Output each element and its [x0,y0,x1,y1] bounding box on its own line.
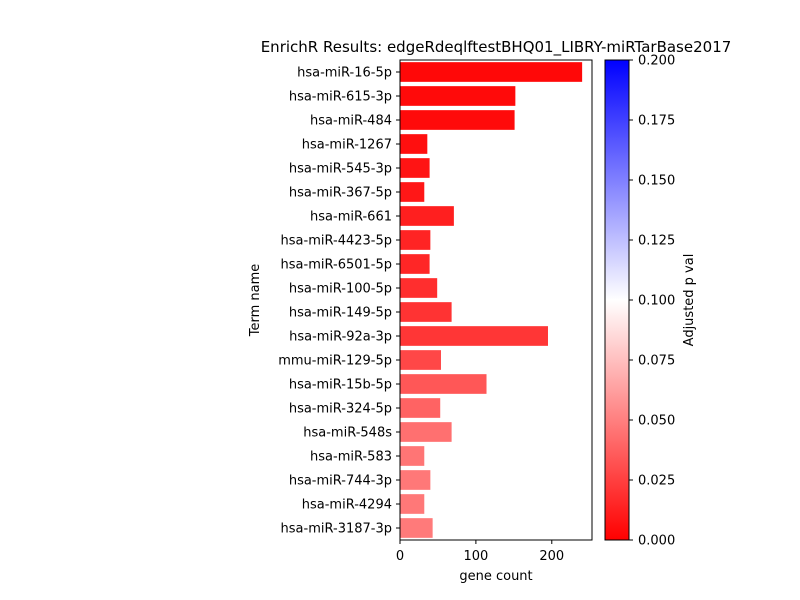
bar [400,494,425,514]
bar [400,182,425,202]
y-tick-label: hsa-miR-100-5p [289,282,392,297]
y-tick-label: mmu-miR-129-5p [278,354,392,369]
colorbar-label: Adjusted p val [682,254,697,347]
bar [400,446,425,466]
y-tick-label: hsa-miR-16-5p [297,66,392,81]
y-tick-label: hsa-miR-92a-3p [289,330,392,345]
bar [400,302,452,322]
bar [400,374,487,394]
y-tick-label: hsa-miR-1267 [302,138,392,153]
y-tick-label: hsa-miR-744-3p [289,474,392,489]
bar [400,158,430,178]
colorbar-tick-label: 0.050 [638,414,675,429]
y-tick-label: hsa-miR-548s [303,426,392,441]
bar [400,110,515,130]
y-tick-label: hsa-miR-149-5p [289,306,392,321]
colorbar-ticks: 0.000 0.025 0.050 0.075 0.100 0.125 0.150 0.175… [629,54,675,549]
colorbar-tick-label: 0.000 [638,534,675,549]
x-ticks: 0 100 200 [396,540,564,564]
bar [400,518,433,538]
plot-frame [399,59,593,541]
y-tick-label: hsa-miR-15b-5p [289,378,392,393]
colorbar-tick-label: 0.175 [638,114,675,129]
y-tick-label: hsa-miR-367-5p [289,186,392,201]
bar [400,326,548,346]
bar [400,254,430,274]
bar [400,62,583,82]
y-tick-label: hsa-miR-3187-3p [281,522,392,537]
bar [400,470,431,490]
x-tick-label: 200 [539,549,564,564]
bar [400,350,441,370]
y-tick-label: hsa-miR-615-3p [289,90,392,105]
bar [400,86,516,106]
bar [400,230,431,250]
chart-title: EnrichR Results: edgeRdeqlftestBHQ01_LIB… [261,38,732,57]
y-tick-label: hsa-miR-583 [310,450,392,465]
y-tick-label: hsa-miR-545-3p [289,162,392,177]
bar [400,134,428,154]
colorbar-tick-label: 0.200 [638,54,675,69]
y-axis-label: Term name [248,264,263,338]
x-axis-label: gene count [459,569,532,584]
y-tick-label: hsa-miR-6501-5p [281,258,392,273]
x-tick-label: 0 [396,549,404,564]
colorbar-tick-label: 0.150 [638,174,675,189]
y-tick-label: hsa-miR-324-5p [289,402,392,417]
colorbar-tick-label: 0.075 [638,354,675,369]
bar [400,278,438,298]
bar [400,206,454,226]
y-tick-label: hsa-miR-484 [310,114,392,129]
colorbar [604,59,630,541]
x-tick-label: 100 [463,549,488,564]
colorbar-tick-label: 0.125 [638,234,675,249]
y-tick-label: hsa-miR-4294 [302,498,392,513]
y-tick-label: hsa-miR-661 [310,210,392,225]
y-tick-labels: hsa-miR-16-5p hsa-miR-615-3p hsa-miR-484 hs… [278,66,400,537]
bar [400,422,452,442]
y-tick-label: hsa-miR-4423-5p [281,234,392,249]
bars-group [400,62,583,538]
colorbar-tick-label: 0.100 [638,294,675,309]
bar [400,398,441,418]
colorbar-tick-label: 0.025 [638,474,675,489]
